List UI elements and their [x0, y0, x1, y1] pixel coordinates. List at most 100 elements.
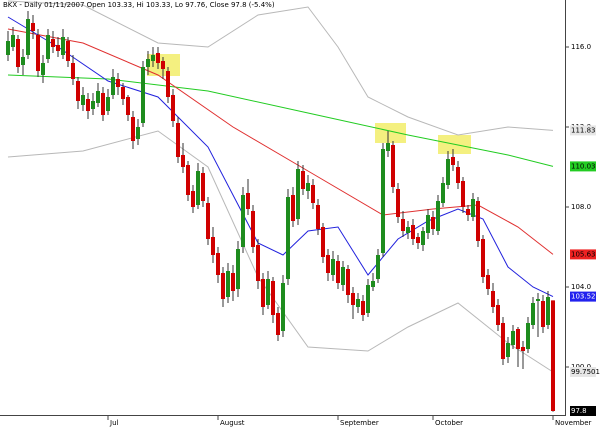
- candle-body: [186, 165, 190, 195]
- value-box: [570, 161, 596, 172]
- candle-body: [286, 197, 290, 279]
- highlight: [375, 123, 406, 143]
- candle-body: [376, 255, 380, 279]
- value-box: [570, 125, 596, 136]
- candle-body: [326, 255, 330, 273]
- candle-body: [31, 23, 35, 31]
- candle-body: [76, 81, 80, 101]
- candle-body: [476, 201, 480, 241]
- candle-body: [11, 35, 15, 47]
- candle-body: [266, 279, 270, 305]
- candle-body: [391, 145, 395, 187]
- indicator-line: [7, 74, 554, 167]
- candle-body: [256, 245, 260, 281]
- candle-body: [531, 303, 535, 325]
- candle-body: [21, 57, 25, 65]
- candle-body: [451, 157, 455, 165]
- candle-body: [126, 97, 130, 115]
- candle-body: [176, 123, 180, 157]
- candle-body: [146, 59, 150, 67]
- candle-body: [521, 347, 525, 351]
- candle-body: [486, 275, 490, 289]
- value-label: 97.8: [571, 407, 587, 415]
- value-box: [570, 291, 596, 302]
- candle-body: [91, 101, 95, 109]
- candle-body: [356, 299, 360, 307]
- indicator-line: [7, 28, 554, 255]
- value-label: 110.03: [571, 162, 596, 170]
- candle-body: [461, 181, 465, 207]
- candle-body: [541, 301, 545, 327]
- candle-body: [26, 19, 30, 55]
- candle-body: [51, 39, 55, 47]
- candle-body: [96, 91, 100, 103]
- candle-body: [481, 239, 485, 277]
- candle-body: [151, 55, 155, 61]
- candle-body: [156, 53, 160, 63]
- x-tick-label: November: [555, 419, 592, 427]
- candle-body: [296, 169, 300, 219]
- candle-body: [396, 189, 400, 217]
- candle-body: [121, 87, 125, 99]
- candle-body: [56, 45, 60, 51]
- y-tick-label: 104.0: [571, 283, 591, 291]
- candle-body: [181, 155, 185, 167]
- x-tick-label: September: [340, 419, 379, 427]
- candle-body: [171, 95, 175, 121]
- candle-body: [426, 215, 430, 233]
- candle-body: [101, 93, 105, 115]
- candle-body: [231, 273, 235, 291]
- candle-body: [86, 99, 90, 111]
- candle-body: [506, 343, 510, 357]
- candle-body: [371, 281, 375, 287]
- candle-body: [441, 183, 445, 203]
- value-label: 103.521: [571, 293, 600, 301]
- candle-body: [236, 249, 240, 289]
- candle-body: [381, 149, 385, 253]
- candle-body: [536, 299, 540, 301]
- candle-body: [406, 227, 410, 233]
- candle-body: [61, 37, 65, 55]
- candle-body: [206, 203, 210, 239]
- candle-body: [321, 227, 325, 257]
- candle-body: [471, 199, 475, 217]
- candle-body: [41, 63, 45, 75]
- candle-body: [106, 97, 110, 111]
- candle-body: [311, 185, 315, 203]
- candle-body: [46, 35, 50, 59]
- candle-body: [551, 300, 555, 411]
- candle-body: [281, 283, 285, 331]
- candle-body: [496, 305, 500, 325]
- candle-body: [366, 285, 370, 313]
- candle-body: [136, 127, 140, 139]
- candle-body: [351, 293, 355, 305]
- candle-body: [141, 67, 145, 123]
- candle-body: [226, 271, 230, 297]
- candle-body: [421, 231, 425, 245]
- candle-body: [336, 261, 340, 283]
- indicator-line: [7, 0, 554, 136]
- candle-body: [416, 237, 420, 243]
- y-tick-label: 108.0: [571, 203, 591, 211]
- candle-body: [526, 323, 530, 349]
- x-tick-label: October: [435, 419, 463, 427]
- x-tick-label: August: [220, 419, 245, 427]
- value-box: [570, 406, 596, 416]
- candle-body: [216, 253, 220, 275]
- candle-body: [346, 269, 350, 295]
- candle-body: [516, 329, 520, 349]
- candle-body: [436, 201, 440, 231]
- candle-body: [241, 195, 245, 247]
- candle-body: [6, 41, 10, 55]
- candle-body: [501, 323, 505, 359]
- candle-body: [71, 63, 75, 79]
- candle-body: [361, 301, 365, 315]
- candle-body: [131, 117, 135, 141]
- candle-body: [301, 171, 305, 189]
- value-box: [570, 367, 596, 377]
- candle-body: [261, 279, 265, 307]
- candle-body: [546, 297, 550, 325]
- candle-body: [386, 143, 390, 151]
- candle-body: [466, 209, 470, 215]
- candle-body: [276, 313, 280, 335]
